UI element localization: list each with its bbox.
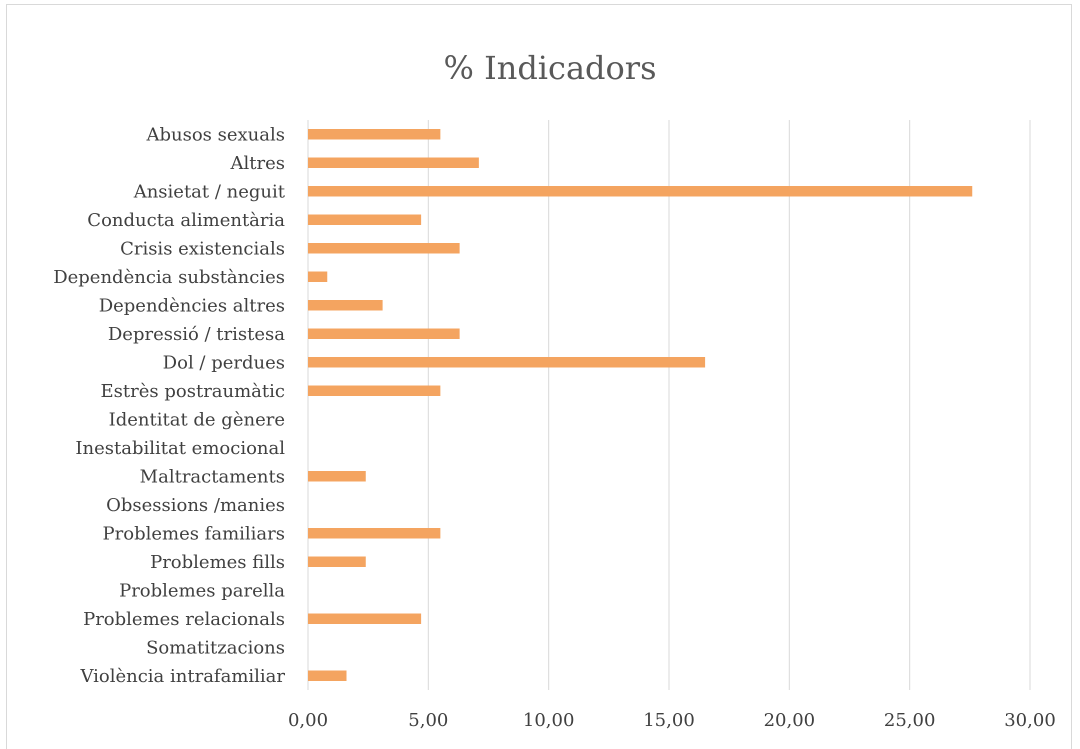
bar [308,528,441,539]
category-label: Depressió / tristesa [108,324,285,345]
x-tick-label: 25,00 [884,710,936,731]
category-label: Problemes fills [150,552,285,573]
bar [308,300,383,311]
category-label: Violència intrafamiliar [79,666,285,687]
bar [308,385,441,396]
x-tick-labels: 0,00 5,00 10,00 15,00 20,00 25,00 30,00 [288,710,1056,731]
category-label: Identitat de gènere [109,409,285,430]
x-tick-label: 0,00 [288,710,328,731]
x-tick-label: 5,00 [408,710,448,731]
x-tick-label: 10,00 [523,710,575,731]
category-label: Crisis existencials [120,238,285,259]
bar [308,670,347,681]
category-label: Problemes parella [119,580,285,601]
bar [308,471,366,482]
category-label: Estrès postraumàtic [101,381,285,402]
bars [308,129,973,681]
category-labels: Abusos sexuals Altres Ansietat / neguit Con… [53,124,286,687]
bar [308,328,460,339]
category-label: Somatitzacions [146,637,285,658]
category-label: Obsessions /manies [106,495,285,516]
bar [308,556,366,567]
bar [308,243,460,254]
chart-frame [6,4,1072,749]
x-tick-label: 15,00 [643,710,695,731]
category-label: Problemes familiars [103,523,285,544]
x-tick-label: 30,00 [1004,710,1056,731]
category-label: Dependències altres [99,295,285,316]
bar [308,357,706,368]
bar [308,271,328,282]
category-label: Altres [230,153,285,174]
bar [308,186,973,197]
category-label: Maltractaments [140,466,285,487]
category-label: Dol / perdues [163,352,285,373]
bar [308,157,479,168]
category-label: Problemes relacionals [83,609,285,630]
chart-title: % Indicadors [443,49,656,87]
category-label: Ansietat / neguit [133,181,286,202]
x-tick-label: 20,00 [764,710,816,731]
bar [308,214,422,225]
bar [308,129,441,140]
category-label: Abusos sexuals [145,124,285,145]
category-label: Inestabilitat emocional [75,438,285,459]
category-label: Conducta alimentària [87,210,285,231]
bar [308,613,422,624]
gridlines [307,120,1031,690]
category-label: Dependència substàncies [53,267,285,288]
